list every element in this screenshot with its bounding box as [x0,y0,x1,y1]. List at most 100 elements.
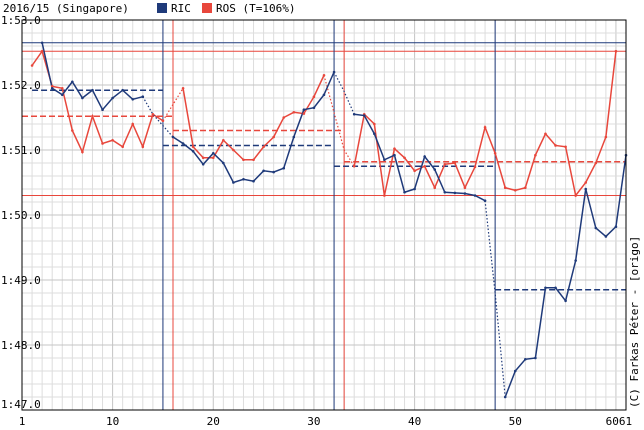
y-tick-label: 1:47.0 [1,398,41,411]
point-ros [473,165,477,169]
point-ric [242,177,245,181]
point-ros [433,186,437,189]
credit-text: (C) Farkas Péter - [origo] [628,236,641,408]
plot-frame [21,19,627,411]
lap-points [30,41,628,399]
point-ros [544,132,547,136]
y-tick-label: 1:48.0 [1,339,41,352]
point-ric [574,259,577,262]
point-ric [383,158,386,162]
point-ros [121,145,124,149]
y-tick-label: 1:49.0 [1,274,41,287]
point-ros [91,114,94,118]
point-ric [473,194,477,197]
point-ros [40,49,44,53]
point-ros [272,135,275,139]
point-ric [191,150,195,153]
legend-label-ros: ROS (T=106%) [216,2,295,15]
point-ros [30,64,34,67]
x-tick-label: 40 [408,415,421,428]
legend-swatch-ric [157,3,167,13]
point-ros [101,142,104,145]
point-ros [50,85,54,88]
point-ric [413,187,416,191]
point-ros [262,145,265,149]
point-ros [81,150,84,154]
x-tick-label: 50 [509,415,522,428]
y-tick-label: 1:50.0 [1,209,41,222]
point-ric [433,168,437,171]
point-ric [503,395,507,399]
point-ros [564,145,567,149]
chart-header: 2016/15 (Singapore) RIC ROS (T=106%) [3,2,295,15]
point-ros [373,122,376,126]
point-ros [513,189,517,192]
y-tick-label: 1:51.0 [1,144,41,157]
point-ric [50,86,54,90]
point-ros [574,194,577,197]
point-ros [302,112,306,115]
point-ros [403,156,406,160]
point-ric [564,299,567,303]
point-ric [554,286,557,290]
point-ros [131,122,135,126]
point-ric [362,114,366,117]
point-ric [131,98,135,101]
point-ros [383,194,386,197]
point-ric [292,135,296,139]
point-ros [60,86,64,90]
point-ros [292,111,296,114]
point-ric [332,70,336,74]
point-ric [60,93,64,97]
plot-grid [21,19,627,411]
point-ric [81,96,84,100]
point-ric [393,153,396,157]
point-ric [373,132,376,136]
point-ros [282,116,286,119]
point-ric [483,199,487,202]
point-ros [594,161,598,165]
point-ric [181,142,185,145]
point-ric [282,166,286,170]
y-tick-label: 1:52.0 [1,79,41,92]
point-ros [141,145,145,149]
point-ric [232,181,235,184]
point-ric [40,41,44,45]
point-ros [181,86,185,90]
point-ros [614,49,618,53]
point-ros [604,135,608,139]
y-axis-labels: 1:47.0 1:48.0 1:49.0 1:50.0 1:51.0 1:52.0 1:53… [1,14,41,411]
point-ric [201,163,205,166]
x-tick-label: 60 [606,415,619,428]
point-ric [141,95,145,98]
point-ric [453,191,457,195]
legend-label-ric: RIC [171,2,191,15]
pit-stop-lines [162,20,496,410]
reference-lines [22,42,626,196]
series-ros-dotted [323,75,355,167]
x-tick-label: 10 [106,415,119,428]
point-ric [352,112,356,116]
point-ros [524,186,527,189]
stint-average-lines [22,89,626,291]
point-ric [101,108,104,111]
point-ros [584,181,588,184]
point-ros [201,156,205,160]
point-ros [242,158,245,162]
series-ros-line [31,49,164,155]
point-ros [232,148,235,152]
x-tick-label: 30 [307,415,320,428]
point-ric [111,96,114,100]
point-ric [463,192,467,195]
point-ros [352,164,356,168]
series-ros-dotted [162,87,184,122]
point-ric [71,80,74,84]
point-ros [493,151,497,155]
point-ros [191,145,195,149]
point-ric [121,88,124,92]
point-ros [211,156,215,160]
point-ric [443,190,447,194]
point-ric [594,226,598,230]
point-ros [554,144,557,147]
